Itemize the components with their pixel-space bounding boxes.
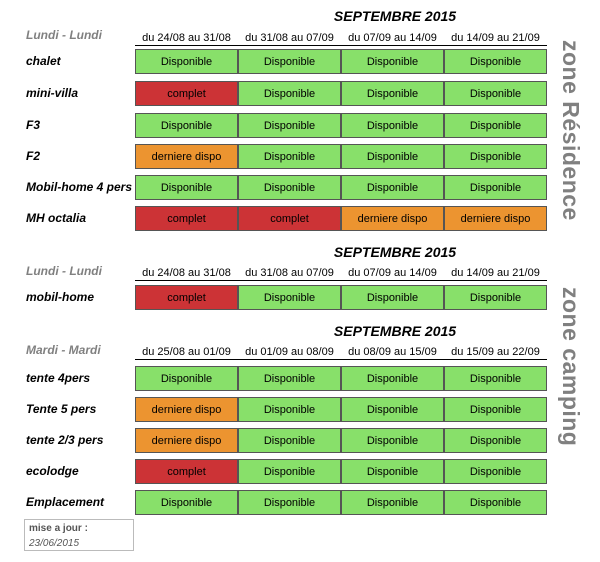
period-header: du 08/09 au 15/09 [341, 345, 444, 360]
availability-cell: Disponible [341, 397, 444, 422]
availability-cell: Disponible [341, 81, 444, 106]
period-header: du 24/08 au 31/08 [135, 266, 238, 281]
availability-cell: Disponible [341, 113, 444, 138]
period-header: du 15/09 au 22/09 [444, 345, 547, 360]
availability-cell: Disponible [135, 113, 238, 138]
availability-cell: Disponible [444, 285, 547, 310]
period-header: du 14/09 au 21/09 [444, 31, 547, 46]
update-label: mise a jour : [29, 523, 88, 534]
availability-cell: derniere dispo [135, 397, 238, 422]
availability-cell: complet [135, 459, 238, 484]
section-cycle-label: Lundi - Lundi [26, 28, 102, 42]
update-date: 23/06/2015 [29, 538, 80, 549]
availability-cell: Disponible [341, 428, 444, 453]
availability-cell: Disponible [444, 459, 547, 484]
section-month-title: SEPTEMBRE 2015 [333, 8, 457, 24]
period-header: du 31/08 au 07/09 [238, 266, 341, 281]
accommodation-label: F3 [26, 118, 41, 132]
availability-cell: Disponible [238, 285, 341, 310]
availability-cell: Disponible [341, 144, 444, 169]
availability-cell: complet [238, 206, 341, 231]
section-cycle-label: Lundi - Lundi [26, 264, 102, 278]
availability-cell: Disponible [444, 144, 547, 169]
section-month-title: SEPTEMBRE 2015 [333, 323, 457, 339]
accommodation-label: mobil-home [26, 290, 94, 304]
availability-cell: complet [135, 206, 238, 231]
availability-cell: Disponible [444, 81, 547, 106]
period-header: du 01/09 au 08/09 [238, 345, 341, 360]
accommodation-label: tente 4pers [26, 371, 91, 385]
accommodation-label: tente 2/3 pers [26, 433, 104, 447]
availability-cell: Disponible [135, 49, 238, 74]
availability-cell: Disponible [341, 490, 444, 515]
availability-cell: Disponible [238, 397, 341, 422]
availability-cell: Disponible [238, 144, 341, 169]
availability-cell: Disponible [341, 285, 444, 310]
section-cycle-label: Mardi - Mardi [26, 343, 101, 357]
accommodation-label: mini-villa [26, 86, 79, 100]
accommodation-label: F2 [26, 149, 41, 163]
availability-cell: Disponible [444, 366, 547, 391]
availability-cell: complet [135, 81, 238, 106]
accommodation-label: Mobil-home 4 pers [26, 180, 133, 194]
availability-cell: Disponible [238, 490, 341, 515]
period-header: du 31/08 au 07/09 [238, 31, 341, 46]
section-month-title: SEPTEMBRE 2015 [333, 244, 457, 260]
availability-cell: Disponible [444, 397, 547, 422]
zone-camping-label: zone camping [558, 287, 584, 447]
period-header: du 07/09 au 14/09 [341, 31, 444, 46]
availability-cell: Disponible [238, 366, 341, 391]
availability-cell: derniere dispo [135, 428, 238, 453]
availability-cell: Disponible [238, 81, 341, 106]
availability-cell: Disponible [444, 175, 547, 200]
availability-cell: Disponible [341, 175, 444, 200]
availability-cell: Disponible [444, 428, 547, 453]
availability-cell: derniere dispo [135, 144, 238, 169]
availability-cell: Disponible [238, 175, 341, 200]
accommodation-label: MH octalia [26, 211, 87, 225]
availability-cell: Disponible [341, 459, 444, 484]
availability-cell: Disponible [341, 366, 444, 391]
accommodation-label: Emplacement [26, 495, 105, 509]
period-header: du 14/09 au 21/09 [444, 266, 547, 281]
accommodation-label: ecolodge [26, 464, 79, 478]
period-header: du 25/08 au 01/09 [135, 345, 238, 360]
availability-cell: Disponible [238, 49, 341, 74]
accommodation-label: chalet [26, 54, 61, 68]
availability-cell: Disponible [341, 49, 444, 74]
availability-cell: Disponible [135, 366, 238, 391]
availability-cell: Disponible [135, 490, 238, 515]
availability-cell: Disponible [238, 428, 341, 453]
period-header: du 07/09 au 14/09 [341, 266, 444, 281]
zone-residence-label: zone Résidence [558, 40, 584, 221]
availability-cell: complet [135, 285, 238, 310]
availability-cell: Disponible [444, 113, 547, 138]
update-box: mise a jour : 23/06/2015 [24, 519, 134, 551]
availability-cell: Disponible [238, 459, 341, 484]
period-header: du 24/08 au 31/08 [135, 31, 238, 46]
availability-cell: Disponible [135, 175, 238, 200]
availability-cell: Disponible [238, 113, 341, 138]
availability-cell: derniere dispo [341, 206, 444, 231]
availability-cell: Disponible [444, 490, 547, 515]
accommodation-label: Tente 5 pers [26, 402, 97, 416]
availability-cell: derniere dispo [444, 206, 547, 231]
availability-cell: Disponible [444, 49, 547, 74]
